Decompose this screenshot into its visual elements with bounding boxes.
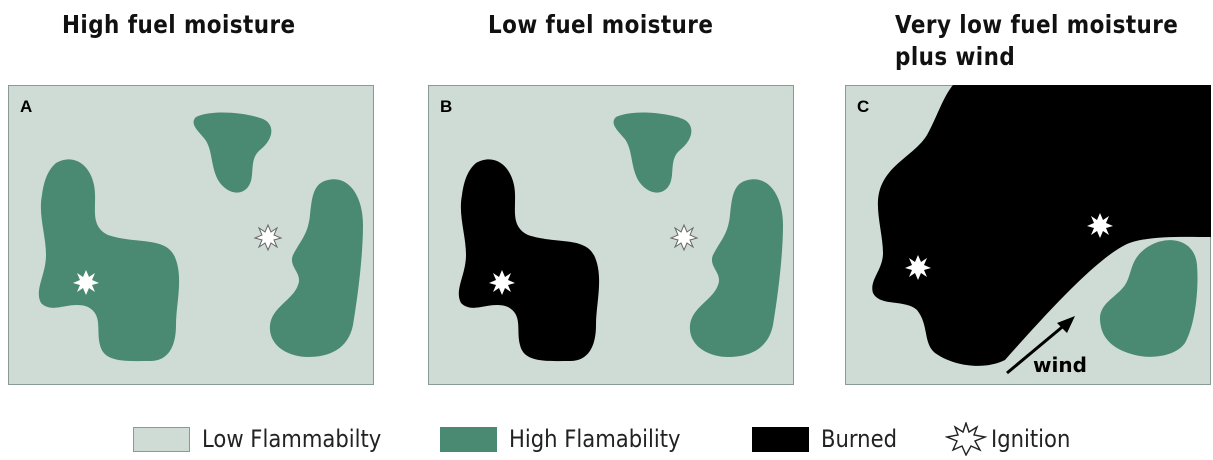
title-low-fuel-moisture: Low fuel moisture	[488, 10, 714, 39]
legend-label-high: High Flamability	[509, 425, 681, 453]
panel-letter-a: A	[20, 97, 33, 116]
high-flammability-patch-top	[613, 112, 692, 193]
swatch-high-flammability	[440, 426, 497, 452]
high-flammability-patch-right	[1099, 240, 1198, 357]
legend-label-burned: Burned	[821, 425, 897, 453]
legend-label-ignition: Ignition	[991, 425, 1071, 453]
wind-arrow-icon	[1006, 316, 1075, 375]
panel-b: B	[428, 85, 794, 385]
panel-a-map	[8, 85, 374, 385]
high-flammability-patch-top	[193, 112, 272, 193]
ignition-icon	[73, 270, 99, 295]
panel-a: A	[8, 85, 374, 385]
title-plus-wind: plus wind	[895, 42, 1016, 71]
ignition-icon	[905, 255, 931, 280]
legend-label-low: Low Flammabilty	[202, 425, 382, 453]
swatch-low-flammability	[133, 426, 190, 452]
burned-patch-left	[458, 159, 600, 362]
burned-region	[872, 85, 1211, 366]
panel-letter-c: C	[857, 97, 870, 116]
ignition-icon-outline	[669, 223, 699, 252]
legend-item-high-flammability: High Flamability	[440, 422, 704, 456]
ignition-icon-outline	[253, 223, 283, 252]
panel-letter-b: B	[440, 97, 453, 116]
high-flammability-patch-right	[689, 179, 783, 357]
ignition-icon	[1087, 213, 1113, 238]
panel-c-map	[845, 85, 1211, 385]
wind-label: wind	[1033, 353, 1087, 377]
legend: Low Flammabilty High Flamability Burned …	[0, 420, 1213, 460]
panel-b-map	[428, 85, 794, 385]
high-flammability-patch-right	[269, 179, 363, 357]
swatch-burned	[752, 426, 809, 452]
title-very-low-fuel-moisture: Very low fuel moisture	[895, 10, 1179, 39]
legend-item-burned: Burned	[752, 422, 907, 456]
panel-c: C wind	[845, 85, 1211, 385]
title-high-fuel-moisture: High fuel moisture	[62, 10, 296, 39]
ignition-icon	[489, 270, 515, 295]
legend-item-ignition: Ignition	[945, 422, 1081, 456]
high-flammability-patch-left	[38, 159, 180, 362]
legend-item-low-flammability: Low Flammabilty	[133, 422, 406, 456]
starburst-icon	[945, 422, 987, 456]
